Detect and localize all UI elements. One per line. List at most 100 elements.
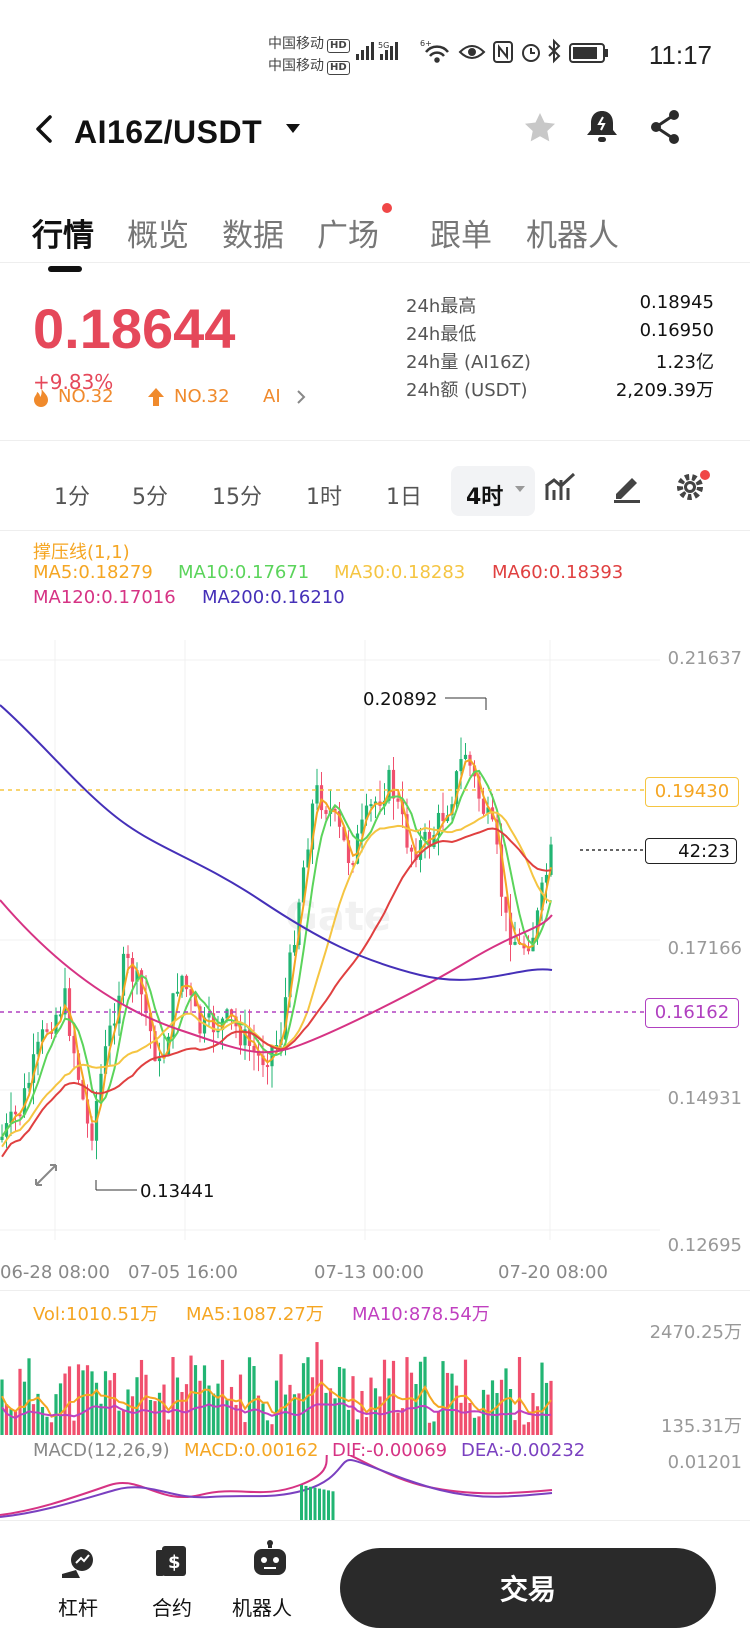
ma120-line — [0, 899, 553, 1054]
volume-bar — [427, 1422, 432, 1435]
contract-icon[interactable]: $ — [154, 1544, 188, 1582]
volume-bar — [261, 1403, 265, 1435]
alert-bell-icon[interactable] — [584, 108, 620, 146]
interval-5m[interactable]: 5分 — [132, 485, 168, 510]
macd-bar — [322, 1489, 326, 1520]
candle-body — [283, 997, 288, 1040]
volume-bar — [396, 1412, 400, 1435]
volume-bar — [157, 1392, 162, 1435]
dropdown-icon[interactable] — [284, 122, 302, 136]
volume-bar — [549, 1380, 553, 1435]
candle-body — [252, 1045, 256, 1051]
candle-body — [261, 1055, 265, 1066]
candle-body — [270, 1046, 274, 1067]
nav-robot-label[interactable]: 机器人 — [232, 1596, 292, 1620]
macd-bar — [331, 1491, 335, 1520]
volume-bar — [405, 1357, 409, 1435]
interval-1m[interactable]: 1分 — [54, 485, 90, 510]
stat-label: 24h量 (AI16Z) — [406, 352, 531, 373]
star-icon[interactable] — [522, 110, 558, 146]
candle-body — [126, 953, 130, 959]
ma5-legend: MA5:0.18279 — [33, 562, 153, 583]
divider — [0, 262, 750, 263]
candle-body — [288, 952, 292, 998]
ma30-line — [1, 811, 552, 1148]
tab-bots[interactable]: 机器人 — [526, 218, 619, 254]
volume-bar — [85, 1365, 90, 1435]
volume-bar — [184, 1384, 189, 1435]
volume-bar — [355, 1419, 360, 1435]
y-axis-label: 0.21637 — [667, 648, 742, 669]
volume-bar — [144, 1374, 148, 1435]
interval-dropdown-icon[interactable] — [514, 484, 526, 494]
macd-bar — [304, 1485, 308, 1520]
volume-bar — [211, 1393, 216, 1435]
tab-market[interactable]: 行情 — [32, 218, 94, 254]
volume-bar — [436, 1411, 441, 1435]
candle-body — [292, 944, 297, 953]
volume-bar — [171, 1357, 175, 1435]
volume-bar — [247, 1357, 252, 1435]
candle-body — [63, 988, 67, 1015]
tab-data[interactable]: 数据 — [222, 218, 284, 254]
settings-gear-icon[interactable] — [674, 470, 708, 504]
chevron-right-icon[interactable] — [294, 388, 308, 406]
settings-notification-dot — [700, 470, 710, 480]
tab-copy-trading[interactable]: 跟单 — [430, 218, 492, 254]
volume-bar — [288, 1384, 292, 1435]
stat-value: 2,209.39万 — [615, 380, 714, 401]
candle-body — [499, 844, 504, 897]
candle-body — [198, 1006, 202, 1034]
volume-bar — [225, 1399, 229, 1435]
candle-body — [121, 953, 126, 996]
draw-pen-icon[interactable] — [610, 470, 644, 504]
candle-body — [310, 803, 315, 850]
candle-body — [207, 1013, 211, 1018]
candlestick-chart[interactable]: Gate 0.20892 0.13441 — [0, 640, 750, 1250]
wifi-icon: 6+ — [420, 39, 449, 63]
pair-title[interactable]: AI16Z/USDT — [74, 114, 263, 150]
gainers-rank[interactable]: NO.32 — [174, 386, 230, 407]
volume-bar — [333, 1398, 337, 1435]
share-icon[interactable] — [648, 108, 684, 146]
candle-body — [81, 1079, 85, 1100]
rise-arrow-icon — [148, 388, 164, 406]
back-icon[interactable] — [30, 112, 60, 146]
trade-button[interactable]: 交易 — [340, 1548, 716, 1628]
tab-overview[interactable]: 概览 — [127, 218, 189, 254]
sector-tag[interactable]: AI — [263, 386, 281, 407]
volume-bar — [67, 1366, 72, 1435]
hot-rank[interactable]: NO.32 — [58, 386, 114, 407]
volume-bar — [445, 1372, 450, 1435]
candle-body — [36, 1041, 40, 1055]
candle-body — [369, 804, 373, 807]
volume-bar — [369, 1377, 373, 1435]
vol-ma5-legend: MA5:1087.27万 — [186, 1304, 324, 1325]
volume-bar — [153, 1401, 157, 1435]
y-axis-label: 0.14931 — [667, 1088, 742, 1109]
candle-body — [454, 771, 459, 805]
candle-body — [324, 810, 328, 814]
candle-body — [315, 785, 319, 804]
interval-1h[interactable]: 1时 — [306, 485, 342, 510]
nav-contract-label[interactable]: 合约 — [152, 1596, 192, 1620]
candle-body — [504, 896, 508, 913]
interval-4h[interactable]: 4时 — [466, 485, 504, 510]
interval-1d[interactable]: 1日 — [386, 485, 422, 510]
candle-countdown-tag: 42:23 — [645, 838, 737, 864]
robot-icon[interactable] — [250, 1540, 290, 1580]
candle-body — [135, 970, 139, 982]
ma60-legend: MA60:0.18393 — [492, 562, 624, 583]
tab-square[interactable]: 广场 — [317, 218, 379, 254]
vol-ma10-line — [1, 1402, 552, 1420]
leverage-icon[interactable] — [60, 1546, 98, 1584]
volume-bar — [0, 1379, 4, 1435]
interval-15m[interactable]: 15分 — [212, 485, 262, 510]
indicator-icon[interactable] — [544, 470, 578, 504]
last-price: 0.18644 — [33, 297, 236, 360]
nfc-icon — [493, 41, 513, 63]
volume-bar — [387, 1378, 391, 1435]
nav-leverage-label[interactable]: 杠杆 — [58, 1596, 98, 1620]
volume-bar — [535, 1406, 540, 1435]
volume-bar — [189, 1355, 193, 1435]
